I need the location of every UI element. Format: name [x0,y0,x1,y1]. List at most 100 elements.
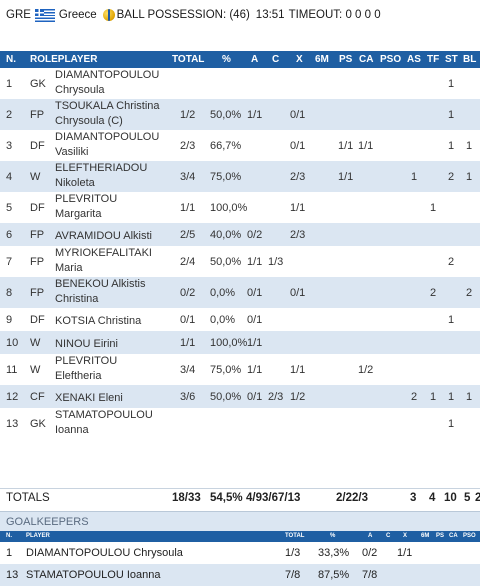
player-name[interactable]: MYRIOKEFALITAKI Maria [55,246,152,276]
player-name-line1: BENEKOU Alkistis [55,278,146,290]
row-a: 0/1 [247,391,263,403]
goalkeepers-table-header: N. PLAYER TOTAL % A C X 6M PS CA PSO [0,531,480,542]
row-tf: 2 [430,287,437,299]
row-total: 2/5 [180,229,196,241]
row-total: 3/6 [180,391,196,403]
row-x: 1/1 [290,364,306,376]
player-row: 13 GK 1 STAMATOPOULOU Ioanna [0,408,480,439]
col-n: N. [6,54,16,65]
row-bl: 1 [466,140,473,152]
row-pct: 75,0% [210,364,242,376]
row-pct: 0,0% [210,287,236,299]
player-name[interactable]: PLEVRITOU Margarita [55,192,117,222]
team-name: Greece [58,9,97,21]
row-number: 7 [6,256,13,268]
team-code: GRE [6,9,31,21]
row-st: 1 [448,391,455,403]
row-number: 3 [6,140,13,152]
row-st: 1 [448,314,455,326]
row-number: 6 [6,229,13,241]
row-number: 5 [6,202,13,214]
player-name[interactable]: DIAMANTOPOULOU Vasiliki [55,130,159,160]
totals-st: 10 [444,492,457,504]
row-as: 1 [411,171,418,183]
player-name-line1: PLEVRITOU [55,193,118,205]
row-total: 2/3 [180,140,196,152]
col-total: TOTAL [172,54,205,65]
player-name[interactable]: XENAKI Eleni [55,391,123,406]
col-st: ST [445,54,458,65]
gk-col-total: TOTAL [285,533,305,539]
row-x: 2/3 [290,229,306,241]
player-row: 4 W 3/4 75,0% 2/3 1/1 1 2 1 ELEFTHERIADOU Nikoleta [0,161,480,192]
totals-extra: 2 [475,492,480,504]
gk-total: 7/8 [285,569,301,581]
gk-x: 1/1 [397,547,413,559]
row-role: GK [30,78,46,90]
row-st: 1 [448,140,455,152]
player-row: 12 CF 3/6 50,0% 0/1 2/3 1/2 2 1 1 1 XENAKI Eleni [0,385,480,408]
player-name[interactable]: PLEVRITOU Eleftheria [55,354,117,384]
player-row: 9 DF 0/1 0,0% 0/1 1 KOTSIA Christina [0,308,480,331]
col-pso: PSO [380,54,402,65]
player-row: 5 DF 1/1 100,0% 1/1 1 PLEVRITOU Margarita [0,192,480,223]
ball-icon [102,9,115,21]
gk-pct: 87,5% [318,569,350,581]
player-name-line2: Ioanna [55,424,89,436]
row-c: 1/3 [268,256,284,268]
row-total: 3/4 [180,171,196,183]
player-name-line1: TSOUKALA Christina [55,100,160,112]
player-name[interactable]: TSOUKALA Christina Chrysoula (C) [55,99,160,129]
totals-bl: 5 [464,492,471,504]
totals-row: TOTALS 18/33 54,5% 4/93/67/13 2/22/3 3 4… [0,488,480,509]
row-role: CF [30,391,45,403]
player-row: 6 FP 2/5 40,0% 0/2 2/3 AVRAMIDOU Alkisti [0,223,480,246]
player-name[interactable]: DIAMANTOPOULOU Chrysoula [55,68,159,98]
player-name-line2: Vasiliki [55,146,89,158]
row-ps: 1/1 [338,140,354,152]
player-name[interactable]: ELEFTHERIADOU Nikoleta [55,161,147,191]
gk-col-player: PLAYER [26,533,50,539]
row-bl: 1 [466,391,473,403]
row-total: 1/2 [180,109,196,121]
row-st: 2 [448,256,455,268]
row-number: 12 [6,391,19,403]
player-row: 3 DF 2/3 66,7% 0/1 1/1 1/1 1 1 DIAMANTOPOULOU Vasi… [0,130,480,161]
gk-name: STAMATOPOULOU Ioanna [26,569,161,581]
row-number: 1 [6,78,13,90]
row-bl: 2 [466,287,473,299]
row-c: 2/3 [268,391,284,403]
goalkeepers-title: GOALKEEPERS [6,516,89,528]
totals-acx: 4/93/67/13 [246,492,301,504]
player-stats-rows: 1 GK 1 DIAMANTOPOULOU Chrysoula 2 FP 1/2 5 0,0% 1/… [0,68,480,439]
player-name-line1: AVRAMIDOU Alkisti [55,230,152,242]
player-name[interactable]: AVRAMIDOU Alkisti [55,229,152,244]
gk-pct: 33,3% [318,547,350,559]
row-total: 1/1 [180,337,196,349]
row-a: 0/1 [247,287,263,299]
player-name-line2: Maria [55,262,83,274]
gk-total: 1/3 [285,547,301,559]
totals-tf: 4 [429,492,436,504]
timeout-counter: TIMEOUT: 0 0 0 0 [288,9,381,21]
row-x: 1/2 [290,391,306,403]
col-6m: 6M [315,54,329,65]
gk-col-c: C [386,533,391,539]
col-roleplayer: ROLEPLAYER [30,54,98,65]
player-row: 11 W 3/4 75,0% 1/1 1/1 1/2 PLEVRITOU Eleftheria [0,354,480,385]
player-name[interactable]: KOTSIA Christina [55,314,141,329]
player-name[interactable]: STAMATOPOULOU Ioanna [55,408,153,438]
gk-number: 13 [6,569,19,581]
row-total: 1/1 [180,202,196,214]
row-role: FP [30,256,45,268]
player-name-line1: NINOU Eirini [55,338,118,350]
goalkeepers-section-title[interactable]: GOALKEEPERS [0,511,480,532]
row-pct: 66,7% [210,140,242,152]
row-ps: 1/1 [338,171,354,183]
col-a: A [251,54,259,65]
player-name[interactable]: NINOU Eirini [55,337,118,352]
player-name-line1: XENAKI Eleni [55,392,123,404]
player-name[interactable]: BENEKOU Alkistis Christina [55,277,145,307]
greece-flag-icon [34,8,55,22]
row-number: 4 [6,171,13,183]
